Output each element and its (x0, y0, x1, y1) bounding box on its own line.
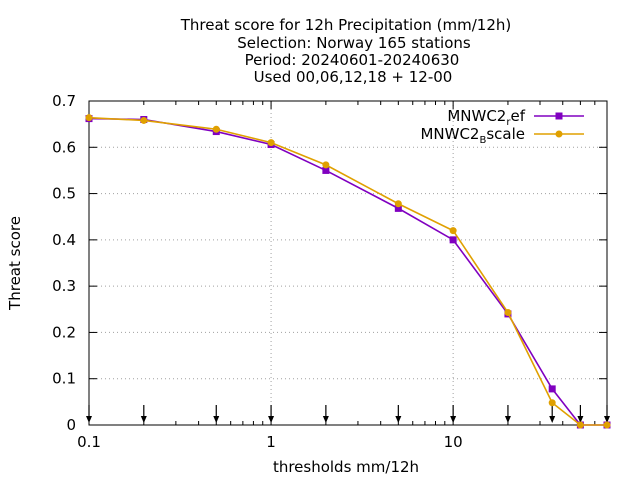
data-point (576, 421, 584, 429)
plot-frame (88, 100, 608, 426)
threshold-arrow-head (549, 416, 556, 423)
threshold-arrow-head (395, 416, 402, 423)
legend-label-1: MNWC2ref (447, 107, 525, 128)
data-point (603, 421, 611, 429)
data-point (85, 114, 93, 122)
x-tick-label: 10 (444, 433, 463, 451)
data-point (267, 139, 275, 147)
legend-label-2: MNWC2Bscale (420, 125, 525, 146)
legend-label-tail: ef (510, 107, 525, 125)
threshold-arrow-head (140, 416, 147, 423)
x-tick-label: 0.1 (77, 433, 101, 451)
data-point (449, 236, 457, 244)
grid (89, 101, 607, 425)
title-line-4: Used 00,06,12,18 + 12-00 (254, 68, 453, 86)
legend-label-subscript: r (506, 117, 511, 128)
y-tick-label: 0.5 (52, 185, 76, 203)
y-tick-label: 0.2 (52, 323, 76, 341)
title-line-2: Selection: Norway 165 stations (237, 34, 471, 52)
legend-label-main: MNWC2 (420, 125, 479, 143)
y-tick-label: 0.4 (52, 231, 76, 249)
legend-label-main: MNWC2 (447, 107, 506, 125)
chart-title: Threat score for 12h Precipitation (mm/1… (180, 16, 512, 86)
axis-ticks: 00.10.20.30.40.50.60.70.1 1 10 (52, 92, 607, 451)
threshold-arrow-head (322, 416, 329, 423)
data-point (322, 166, 330, 174)
y-tick-label: 0.6 (52, 138, 76, 156)
series-2 (85, 114, 611, 429)
threshold-arrow-head (86, 416, 92, 423)
legend-swatch-marker (555, 130, 563, 138)
threshold-arrow-head (577, 416, 584, 423)
data-point (548, 399, 556, 407)
data-point (504, 309, 512, 317)
threshold-arrow-head (450, 416, 457, 423)
legend-swatch-marker (555, 112, 563, 120)
data-point (449, 227, 457, 235)
threshold-arrow-head (213, 416, 220, 423)
y-axis-label: Threat score (6, 216, 24, 311)
data-point (140, 116, 148, 124)
series-1 (85, 115, 611, 429)
threshold-markers (86, 405, 610, 423)
data-point (212, 125, 220, 133)
x-tick-label: 1 (266, 433, 276, 451)
data-point (394, 200, 402, 208)
x-axis-label: thresholds mm/12h (273, 458, 419, 476)
legend-label-tail: scale (486, 125, 525, 143)
y-tick-label: 0.3 (52, 277, 76, 295)
y-tick-label: 0.1 (52, 370, 76, 388)
legend-label-subscript: B (479, 135, 486, 146)
title-line-3: Period: 20240601-20240630 (245, 51, 460, 69)
y-tick-label: 0 (66, 416, 76, 434)
y-tick-label: 0.7 (52, 92, 76, 110)
threshold-arrow-head (268, 416, 275, 423)
data-point (322, 161, 330, 169)
threshold-arrow-head (504, 416, 511, 423)
threshold-arrow-head (604, 416, 610, 423)
data-point (548, 385, 556, 393)
series (85, 114, 611, 429)
title-line-1: Threat score for 12h Precipitation (mm/1… (180, 16, 512, 34)
data-point (394, 204, 402, 212)
